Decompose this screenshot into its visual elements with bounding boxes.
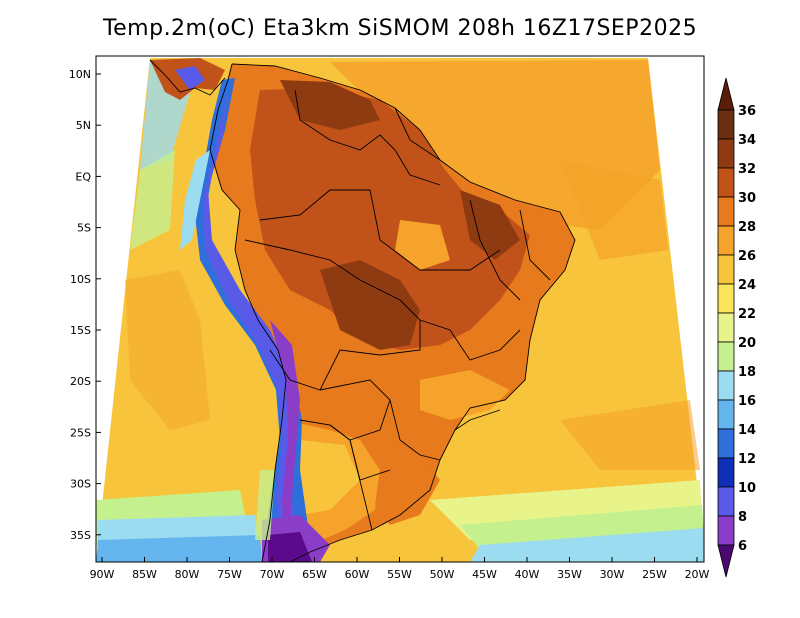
colorbar-label: 14 [738,423,756,438]
lat-tick-label: 10N [69,68,91,81]
lon-tick-label: 65W [302,568,327,581]
lon-tick-label: 90W [90,568,115,581]
colorbar-segment [717,399,735,430]
lat-tick-label: 5S [77,222,91,235]
colorbar-segment [717,283,735,314]
colorbar-segment [717,196,735,227]
lon-tick-label: 20W [685,568,710,581]
interior-hottest [280,80,380,130]
lon-tick-label: 40W [515,568,540,581]
colorbar-segment [717,370,735,401]
lon-tick-label: 25W [642,568,667,581]
lon-tick-label: 70W [260,568,285,581]
lat-tick-label: 30S [70,478,91,491]
interior-hottest [320,260,420,350]
lon-tick-label: 50W [430,568,455,581]
lon-tick-label: 30W [600,568,625,581]
coast-strip [255,470,275,540]
pacific-warm-patch [125,270,210,430]
map-title: Temp.2m(oC) Eta3km SiSMOM 208h 16Z17SEP2… [102,16,698,41]
patagonia-cold [268,532,312,562]
temperature-field [96,58,704,562]
lon-tick-label: 55W [387,568,412,581]
lat-tick-label: 10S [70,273,91,286]
colorbar-label: 28 [738,220,756,235]
colorbar-label: 24 [738,278,756,293]
andes-coldest [270,320,302,560]
colorbar-segment [717,225,735,256]
lon-tick-label: 35W [557,568,582,581]
cool-band-west [130,150,175,250]
lat-tick-label: 20S [70,375,91,388]
colorbar-label: 32 [738,162,756,177]
rio-grande-do-sul [375,455,440,525]
lat-tick-label: EQ [75,170,91,183]
north-hot-patch [460,190,520,260]
colorbar-under-arrow [717,544,735,578]
ocean-warm-patch [560,160,668,260]
colorbar-label: 36 [738,104,756,119]
colorbar-label: 6 [738,539,747,554]
lon-tick-label: 80W [175,568,200,581]
colorbar-label: 10 [738,481,756,496]
colorbar-segment [717,138,735,169]
lon-tick-label: 60W [345,568,370,581]
andes-coldest [203,90,300,560]
colorbar: 36 34 32 30 28 26 24 22 20 18 16 14 12 10 8 6 [717,77,756,578]
colorbar-label: 18 [738,365,756,380]
country-borders [209,63,576,562]
lat-tick-label: 5N [76,119,91,132]
lat-tick-label: 35S [70,529,91,542]
colorbar-segment [717,486,735,517]
colorbar-segment [717,515,735,546]
colorbar-label: 26 [738,249,756,264]
colorbar-segment [717,341,735,372]
longitude-axis: 90W 85W 80W 75W 70W 65W 60W 55W 50W 45W 40W 35W 30W 2… [90,557,710,581]
colorbar-over-arrow [717,77,735,111]
pampas-warm [300,440,360,515]
south-atlantic-warm-patch [560,400,700,470]
colorbar-label: 20 [738,336,756,351]
southeast-brazil [420,370,510,420]
colorbar-segment [717,109,735,140]
pacific-coast-cold [180,150,210,250]
colorbar-segment [717,254,735,285]
latitude-axis: 10N 5N EQ 5S 10S 15S 20S 25S 30S 35S [69,68,101,542]
lat-tick-label: 25S [70,426,91,439]
central-america-outline [149,59,226,96]
lon-tick-label: 85W [132,568,157,581]
colorbar-segment [717,428,735,459]
colorbar-label: 16 [738,394,756,409]
colorbar-label: 34 [738,133,756,148]
lon-tick-label: 75W [217,568,242,581]
cooler-spot [395,220,450,270]
central-america-cold [175,66,205,90]
colorbar-label: 30 [738,191,756,206]
colorbar-label: 22 [738,307,756,322]
cool-band-southeast [470,528,704,562]
colorbar-segment [717,457,735,488]
lon-tick-label: 45W [472,568,497,581]
colorbar-segment [717,167,735,198]
colorbar-label: 8 [738,510,747,525]
amazon-hot-core [250,88,530,350]
cool-band-south [96,535,262,562]
colorbar-segment [717,312,735,343]
lat-tick-label: 15S [70,324,91,337]
colorbar-label: 12 [738,452,756,467]
